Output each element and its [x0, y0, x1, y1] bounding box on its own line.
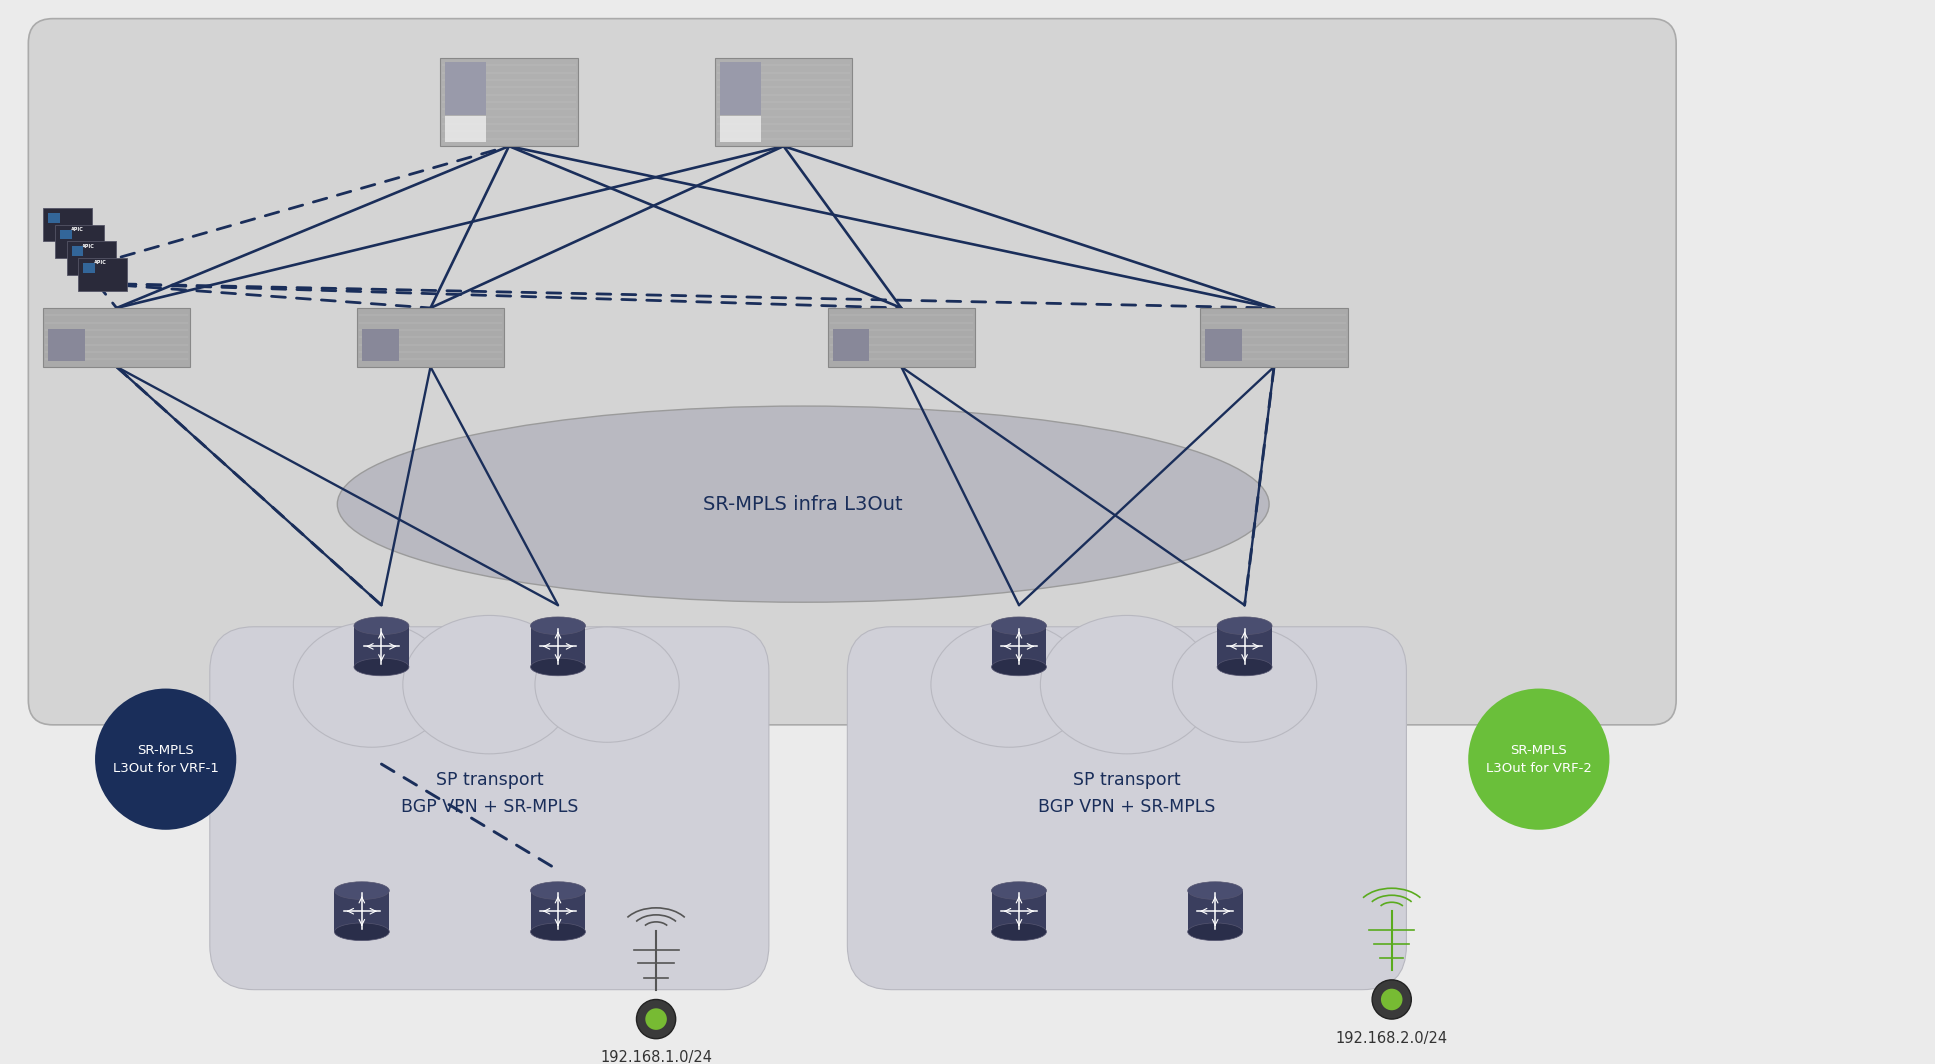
Ellipse shape	[335, 882, 389, 899]
Ellipse shape	[335, 922, 389, 941]
FancyBboxPatch shape	[445, 116, 486, 143]
Ellipse shape	[354, 617, 408, 634]
FancyBboxPatch shape	[79, 257, 128, 292]
FancyBboxPatch shape	[43, 307, 190, 367]
FancyBboxPatch shape	[335, 891, 389, 932]
FancyBboxPatch shape	[530, 891, 586, 932]
FancyBboxPatch shape	[1217, 626, 1271, 667]
FancyBboxPatch shape	[1200, 307, 1347, 367]
Ellipse shape	[1173, 627, 1316, 743]
FancyBboxPatch shape	[828, 307, 975, 367]
FancyBboxPatch shape	[441, 57, 579, 146]
Ellipse shape	[1041, 615, 1213, 753]
FancyBboxPatch shape	[1206, 329, 1242, 361]
Ellipse shape	[530, 659, 586, 676]
FancyBboxPatch shape	[354, 626, 408, 667]
Ellipse shape	[991, 659, 1047, 676]
FancyBboxPatch shape	[720, 116, 760, 143]
FancyBboxPatch shape	[48, 329, 85, 361]
FancyBboxPatch shape	[445, 63, 486, 115]
Ellipse shape	[337, 406, 1269, 602]
Ellipse shape	[354, 659, 408, 676]
Ellipse shape	[1188, 882, 1242, 899]
Ellipse shape	[534, 627, 679, 743]
FancyBboxPatch shape	[29, 19, 1676, 725]
Text: SR-MPLS infra L3Out: SR-MPLS infra L3Out	[704, 495, 904, 514]
FancyBboxPatch shape	[530, 626, 586, 667]
Ellipse shape	[530, 882, 586, 899]
FancyBboxPatch shape	[72, 246, 83, 256]
Ellipse shape	[1217, 617, 1271, 634]
FancyBboxPatch shape	[714, 57, 851, 146]
FancyBboxPatch shape	[60, 230, 72, 239]
FancyBboxPatch shape	[209, 627, 768, 990]
Circle shape	[644, 1009, 668, 1030]
Circle shape	[1469, 688, 1610, 830]
FancyBboxPatch shape	[356, 307, 503, 367]
FancyBboxPatch shape	[48, 213, 60, 222]
Text: APIC: APIC	[70, 227, 83, 232]
Text: SR-MPLS
L3Out for VRF-1: SR-MPLS L3Out for VRF-1	[112, 744, 219, 775]
Circle shape	[637, 999, 675, 1038]
FancyBboxPatch shape	[66, 242, 116, 275]
FancyBboxPatch shape	[54, 225, 104, 257]
Text: 192.168.1.0/24: 192.168.1.0/24	[600, 1050, 712, 1064]
Ellipse shape	[991, 882, 1047, 899]
FancyBboxPatch shape	[848, 627, 1407, 990]
Ellipse shape	[402, 615, 577, 753]
Circle shape	[95, 688, 236, 830]
Text: SP transport
BGP VPN + SR-MPLS: SP transport BGP VPN + SR-MPLS	[1039, 771, 1215, 816]
FancyBboxPatch shape	[43, 207, 93, 242]
FancyBboxPatch shape	[991, 891, 1047, 932]
Text: APIC: APIC	[95, 261, 106, 265]
FancyBboxPatch shape	[362, 329, 399, 361]
FancyBboxPatch shape	[1188, 891, 1242, 932]
Ellipse shape	[991, 617, 1047, 634]
Text: SR-MPLS
L3Out for VRF-2: SR-MPLS L3Out for VRF-2	[1486, 744, 1593, 775]
Ellipse shape	[530, 617, 586, 634]
FancyBboxPatch shape	[720, 63, 760, 115]
Ellipse shape	[1217, 659, 1271, 676]
Ellipse shape	[931, 622, 1087, 747]
Text: APIC: APIC	[83, 244, 95, 249]
Ellipse shape	[530, 922, 586, 941]
Ellipse shape	[1188, 922, 1242, 941]
Circle shape	[1382, 988, 1403, 1010]
Text: 192.168.2.0/24: 192.168.2.0/24	[1335, 1031, 1447, 1046]
Ellipse shape	[991, 922, 1047, 941]
Ellipse shape	[294, 622, 451, 747]
FancyBboxPatch shape	[991, 626, 1047, 667]
FancyBboxPatch shape	[83, 263, 95, 272]
Circle shape	[1372, 980, 1411, 1019]
FancyBboxPatch shape	[832, 329, 869, 361]
Text: SP transport
BGP VPN + SR-MPLS: SP transport BGP VPN + SR-MPLS	[401, 771, 579, 816]
